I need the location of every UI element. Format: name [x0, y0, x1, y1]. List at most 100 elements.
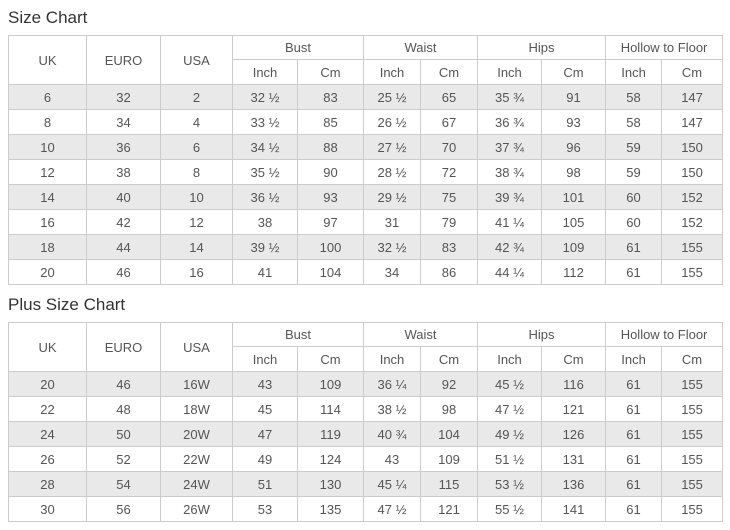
table-cell: 109 [296, 371, 365, 397]
table-cell: 105 [541, 209, 607, 235]
table-cell: 50 [86, 421, 161, 447]
table-cell: 96 [541, 134, 607, 160]
table-cell: 88 [296, 134, 365, 160]
table-cell: 39 ¾ [477, 184, 543, 210]
table-cell: 56 [86, 496, 161, 522]
table-cell: 119 [296, 421, 365, 447]
table-row: 28 54 24W 51 130 45 ¼ 115 53 ½ 136 61 155 [8, 471, 724, 497]
table-cell: 155 [661, 259, 724, 285]
table-cell: 8 [160, 159, 233, 185]
table-cell: 28 [8, 471, 87, 497]
table-cell: 47 [232, 421, 298, 447]
table-row: 14 40 10 36 ½ 93 29 ½ 75 39 ¾ 101 60 152 [8, 184, 724, 210]
table-cell: 98 [541, 159, 607, 185]
table-cell: 61 [605, 396, 663, 422]
table-row: 10 36 6 34 ½ 88 27 ½ 70 37 ¾ 96 59 150 [8, 134, 724, 160]
table-row: 12 38 8 35 ½ 90 28 ½ 72 38 ¾ 98 59 150 [8, 159, 724, 185]
table-cell: 26W [160, 496, 233, 522]
table-cell: 155 [661, 396, 724, 422]
table-cell: 42 [86, 209, 161, 235]
table-cell: 155 [661, 421, 724, 447]
table-cell: 116 [541, 371, 607, 397]
table-row: 8 34 4 33 ½ 85 26 ½ 67 36 ¾ 93 58 147 [8, 109, 724, 135]
table-cell: 121 [541, 396, 607, 422]
table-row: 30 56 26W 53 135 47 ½ 121 55 ½ 141 61 155 [8, 496, 724, 522]
col-header-htf-inch: Inch [605, 59, 663, 85]
table-cell: 38 ¾ [477, 159, 543, 185]
table-cell: 83 [296, 84, 365, 110]
table-cell: 59 [605, 159, 663, 185]
table-cell: 45 ¼ [363, 471, 422, 497]
table-cell: 141 [541, 496, 607, 522]
table-cell: 6 [160, 134, 233, 160]
table-cell: 36 ½ [232, 184, 298, 210]
col-group-hips: Hips [477, 322, 607, 347]
table-cell: 28 ½ [363, 159, 422, 185]
table-cell: 100 [296, 234, 365, 260]
table-cell: 53 [232, 496, 298, 522]
table-cell: 34 [363, 259, 422, 285]
table-cell: 121 [420, 496, 479, 522]
table-cell: 40 [86, 184, 161, 210]
table-cell: 29 ½ [363, 184, 422, 210]
col-group-bust: Bust [231, 322, 365, 347]
col-header-htf-inch: Inch [605, 346, 663, 372]
table-cell: 33 ½ [232, 109, 298, 135]
table-cell: 8 [8, 109, 87, 135]
table-cell: 79 [420, 209, 479, 235]
table-cell: 14 [160, 234, 233, 260]
table-cell: 43 [232, 371, 298, 397]
table-cell: 86 [420, 259, 479, 285]
table-cell: 20W [160, 421, 233, 447]
table-cell: 155 [661, 234, 724, 260]
col-header-htf-cm: Cm [661, 346, 724, 372]
table-cell: 10 [160, 184, 233, 210]
table-cell: 41 [232, 259, 298, 285]
header-sub-row: Inch Cm Inch Cm Inch Cm Inch Cm [9, 59, 724, 85]
table-cell: 83 [420, 234, 479, 260]
table-cell: 38 ½ [363, 396, 422, 422]
col-header-euro: EURO [86, 322, 161, 372]
table-cell: 38 [232, 209, 298, 235]
table-cell: 16W [160, 371, 233, 397]
table-cell: 130 [296, 471, 365, 497]
table-cell: 112 [541, 259, 607, 285]
table-cell: 18W [160, 396, 233, 422]
col-group-bust: Bust [231, 35, 365, 60]
table-cell: 104 [420, 421, 479, 447]
header-group-row: UK EURO USA Bust Waist Hips Hollow to Fl… [8, 35, 724, 85]
table-cell: 24 [8, 421, 87, 447]
table-cell: 150 [661, 159, 724, 185]
col-group-waist: Waist [363, 35, 479, 60]
table-cell: 43 [363, 446, 422, 472]
table-cell: 61 [605, 446, 663, 472]
table-cell: 36 ¾ [477, 109, 543, 135]
table-cell: 136 [541, 471, 607, 497]
table-cell: 152 [661, 184, 724, 210]
table-cell: 51 [232, 471, 298, 497]
table-cell: 54 [86, 471, 161, 497]
table-cell: 45 [232, 396, 298, 422]
size-chart-header: UK EURO USA Bust Waist Hips Hollow to Fl… [8, 35, 724, 85]
col-group-hollow-to-floor: Hollow to Floor [605, 35, 724, 60]
table-cell: 109 [420, 446, 479, 472]
table-cell: 52 [86, 446, 161, 472]
plus-size-chart-table: UK EURO USA Bust Waist Hips Hollow to Fl… [8, 322, 724, 522]
table-cell: 14 [8, 184, 87, 210]
table-cell: 155 [661, 371, 724, 397]
table-cell: 25 ½ [363, 84, 422, 110]
table-cell: 92 [420, 371, 479, 397]
table-cell: 46 [86, 259, 161, 285]
table-row: 20 46 16 41 104 34 86 44 ¼ 112 61 155 [8, 259, 724, 285]
table-row: 20 46 16W 43 109 36 ¼ 92 45 ½ 116 61 155 [8, 371, 724, 397]
col-header-usa: USA [160, 322, 233, 372]
table-row: 26 52 22W 49 124 43 109 51 ½ 131 61 155 [8, 446, 724, 472]
col-header-htf-cm: Cm [661, 59, 724, 85]
table-row: 6 32 2 32 ½ 83 25 ½ 65 35 ¾ 91 58 147 [8, 84, 724, 110]
table-cell: 20 [8, 259, 87, 285]
plus-size-chart-body: 20 46 16W 43 109 36 ¼ 92 45 ½ 116 61 155 22 48 18W 45 1… [8, 371, 724, 522]
table-cell: 2 [160, 84, 233, 110]
col-header-hips-inch: Inch [477, 59, 543, 85]
plus-size-chart-title: Plus Size Chart [8, 295, 126, 314]
table-cell: 10 [8, 134, 87, 160]
